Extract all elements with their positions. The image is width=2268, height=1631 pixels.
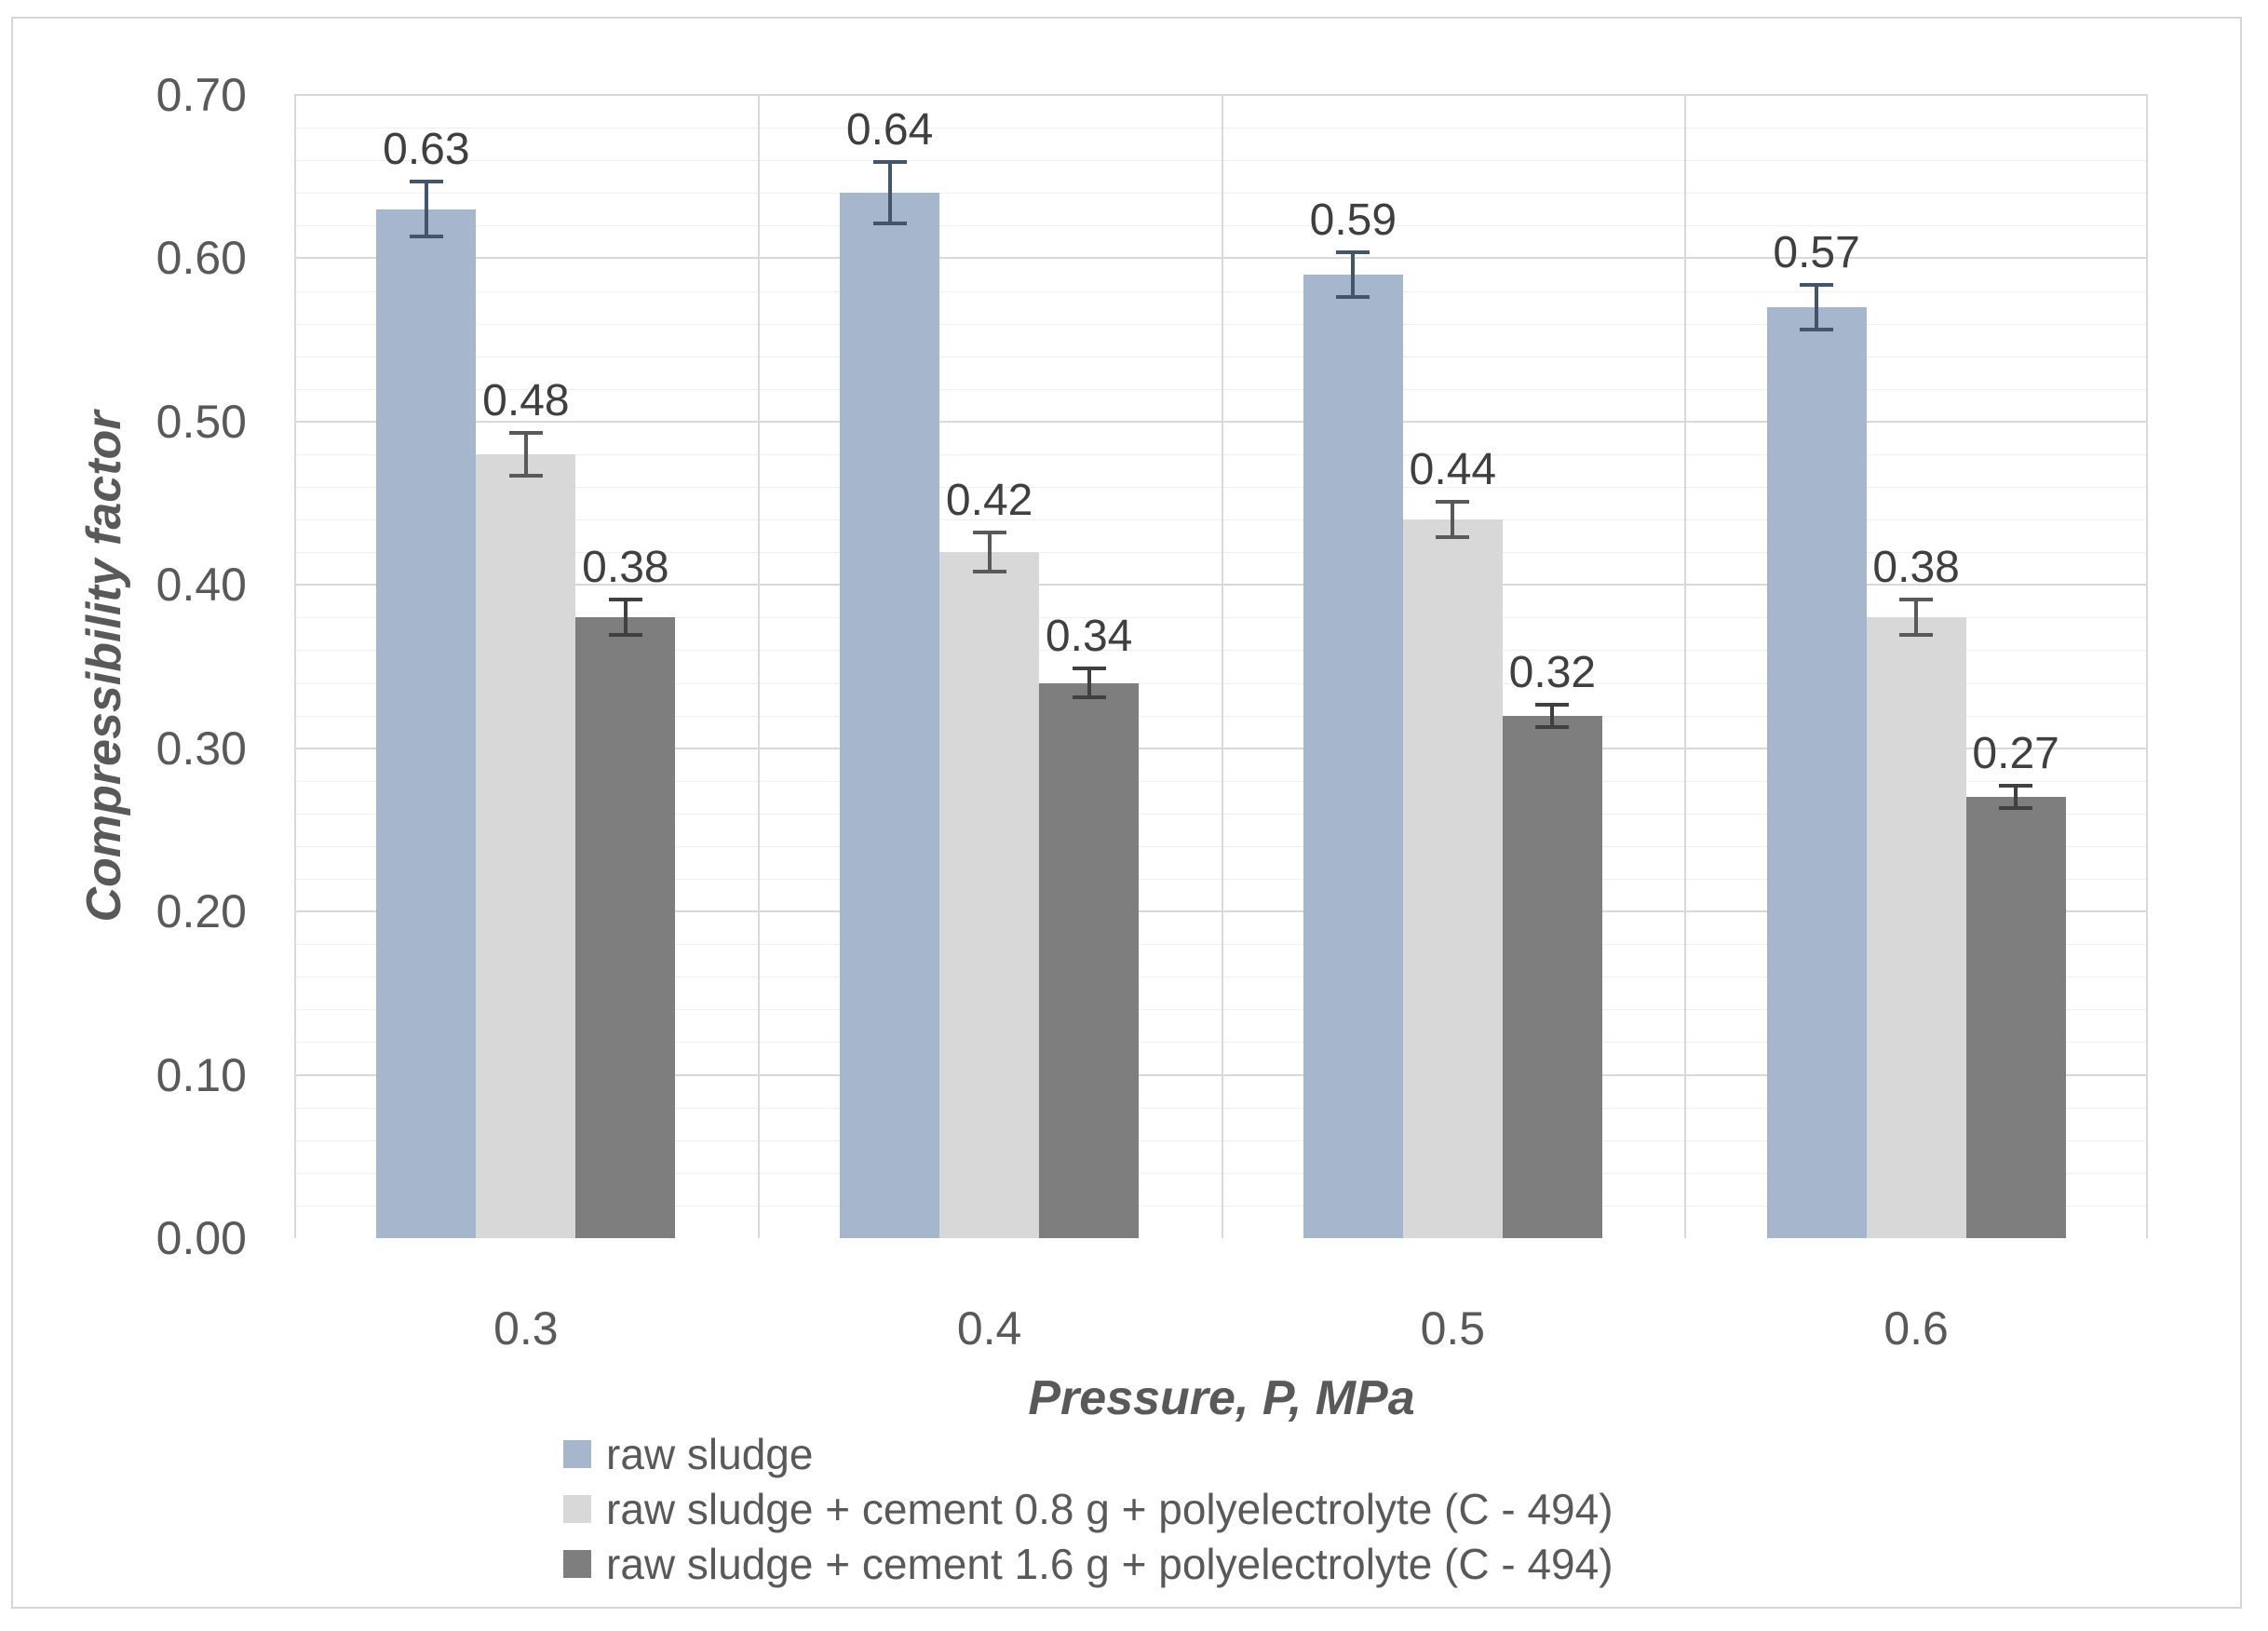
bar [1502,715,1602,1238]
chart-border [11,17,2242,1609]
y-tick-label: 0.70 [155,69,247,121]
category-boundary-gridline [1684,95,1687,1238]
bar [1866,617,1966,1238]
bar [1039,682,1140,1238]
data-label: 0.38 [582,543,669,593]
error-bar [1087,667,1091,700]
error-bar [1815,282,1819,332]
error-bar [1914,598,1919,638]
error-bar-cap [409,180,443,184]
y-axis-title: Compressibility factor [77,411,131,923]
error-bar [987,531,992,573]
x-axis-title: Pressure, P, MPa [1028,1371,1415,1425]
legend-item: raw sludge + cement 1.6 g + polyelectrol… [563,1536,1613,1591]
category-boundary-gridline [757,95,760,1238]
data-label: 0.38 [1872,543,1960,593]
category-boundary-gridline [1221,95,1223,1238]
error-bar-cap [872,222,907,226]
error-bar-cap [1999,806,2033,811]
legend: raw sludge raw sludge + cement 0.8 g + po… [563,1426,1613,1591]
y-tick-label: 0.60 [155,232,247,285]
data-label: 0.63 [383,125,470,175]
error-bar [1351,249,1356,300]
error-bar-cap [1999,784,2033,789]
y-tick-label: 0.30 [155,721,247,775]
bar [1965,797,2066,1238]
plot-area: 0.63 0.48 0.38 0.64 0.42 0.34 0.59 0.44 0.32 0.57… [294,94,2148,1238]
legend-swatch [563,1439,591,1468]
error-bar-cap [972,570,1006,573]
legend-label: raw sludge [606,1429,814,1478]
error-bar [523,431,528,478]
data-label: 0.57 [1773,227,1860,277]
bar [1766,307,1867,1238]
bar [939,552,1040,1238]
x-tick-label: 0.6 [1883,1302,1949,1355]
error-bar-cap [1336,295,1370,300]
x-tick-label: 0.3 [493,1302,559,1355]
bar [575,617,676,1238]
error-bar-cap [1436,535,1470,540]
data-label: 0.48 [482,376,570,426]
error-bar-cap [1535,724,1570,729]
error-bar-cap [1800,282,1834,287]
legend-swatch [563,1549,591,1578]
legend-item: raw sludge + cement 0.8 g + polyelectrol… [563,1481,1613,1536]
error-bar-cap [508,473,543,478]
error-bar-cap [409,235,443,239]
y-tick-label: 0.10 [155,1048,247,1101]
legend-swatch [563,1494,591,1523]
bar [476,453,576,1238]
y-tick-label: 0.50 [155,395,247,448]
bar [1303,274,1403,1238]
error-bar-cap [1072,695,1106,700]
error-bar-cap [1800,328,1834,332]
y-tick-label: 0.20 [155,885,247,938]
data-label: 0.32 [1508,647,1597,697]
error-bar-cap [1072,667,1106,670]
error-bar-cap [972,531,1006,535]
bar [840,193,940,1238]
legend-item: raw sludge [563,1426,1613,1481]
error-bar-cap [872,160,907,165]
data-label: 0.44 [1409,445,1497,495]
x-tick-label: 0.5 [1420,1302,1486,1355]
error-bar-cap [1336,249,1370,254]
error-bar [887,160,892,226]
x-tick-label: 0.4 [956,1302,1022,1355]
legend-label: raw sludge + cement 0.8 g + polyelectrol… [606,1484,1613,1533]
category-boundary-gridline [2146,95,2148,1238]
y-tick-label: 0.40 [155,559,247,612]
error-bar [424,180,428,239]
error-bar [1451,500,1455,540]
data-label: 0.64 [845,105,934,155]
error-bar-cap [608,598,642,602]
error-bar-cap [1535,702,1570,707]
category-boundary-gridline [294,95,296,1238]
error-bar-cap [1899,633,1934,638]
error-bar-cap [1899,598,1934,602]
error-bar-cap [508,431,543,436]
error-bar-cap [1436,500,1470,505]
legend-label: raw sludge + cement 1.6 g + polyelectrol… [606,1539,1613,1588]
data-label: 0.42 [945,476,1033,526]
bar [376,209,477,1238]
error-bar [2014,784,2018,811]
data-label: 0.27 [1972,729,2059,779]
error-bar-cap [608,633,642,638]
data-label: 0.34 [1045,612,1133,661]
error-bar [623,598,628,638]
bar [1402,519,1503,1238]
error-bar [1550,702,1555,729]
data-label: 0.59 [1309,195,1397,245]
y-tick-label: 0.00 [155,1212,247,1264]
